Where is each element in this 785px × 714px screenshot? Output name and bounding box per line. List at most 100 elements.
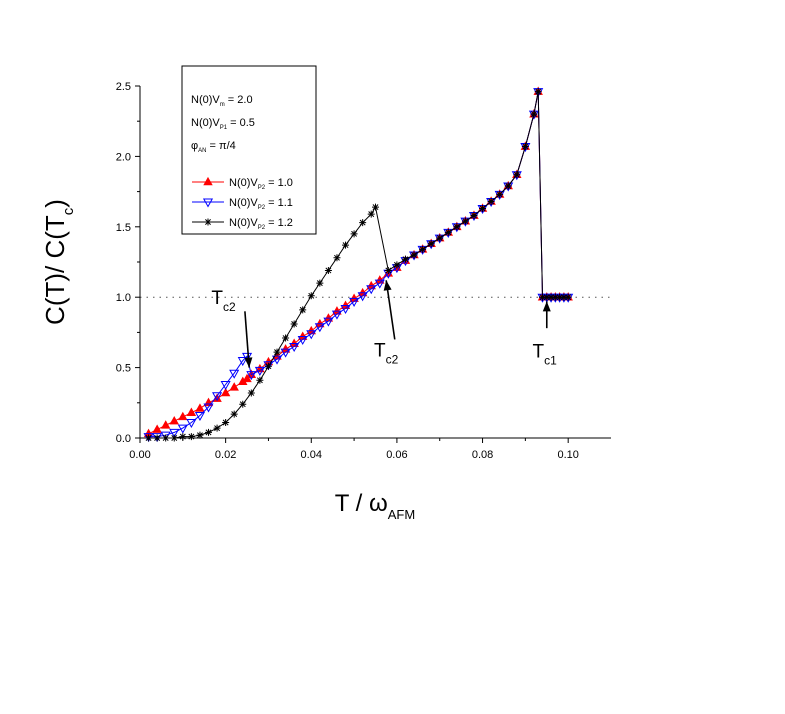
data-point xyxy=(145,434,153,442)
x-tick-label: 0.00 xyxy=(129,449,150,461)
data-point xyxy=(186,407,197,416)
legend-label: N(0)VP2 = 1.1 xyxy=(229,197,293,211)
data-point xyxy=(547,293,555,301)
annotation-1: Tc2 xyxy=(211,288,253,368)
data-point xyxy=(342,241,350,249)
data-point xyxy=(393,261,401,269)
data-point xyxy=(289,342,300,353)
data-point xyxy=(255,363,265,373)
data-point xyxy=(350,230,358,238)
data-point xyxy=(453,223,461,231)
y-tick-label: 1.0 xyxy=(116,292,131,304)
data-point xyxy=(205,428,213,436)
data-point xyxy=(195,403,205,412)
data-point xyxy=(366,285,377,295)
legend-item-1: N(0)VP2 = 1.0 xyxy=(192,176,293,191)
x-tick-label: 0.02 xyxy=(215,449,236,461)
data-point xyxy=(487,197,495,205)
data-point xyxy=(256,376,264,384)
x-tick-label: 0.04 xyxy=(301,449,322,461)
annotation-label: Tc2 xyxy=(374,340,399,366)
y-tick-label: 2.5 xyxy=(116,81,131,93)
data-point xyxy=(436,234,444,242)
data-point xyxy=(162,434,170,442)
data-point xyxy=(220,380,231,391)
series-layer xyxy=(143,86,574,443)
data-point xyxy=(340,304,351,314)
data-point xyxy=(239,400,247,408)
data-point xyxy=(186,419,197,429)
data-point xyxy=(229,382,239,391)
data-point xyxy=(196,431,204,439)
data-point xyxy=(564,293,572,301)
annotation-3: Tc1 xyxy=(532,301,557,368)
data-point xyxy=(306,330,317,340)
data-point xyxy=(324,266,332,274)
data-point xyxy=(153,434,161,442)
annotation-label: Tc1 xyxy=(532,342,557,368)
data-point xyxy=(444,228,452,236)
data-point xyxy=(273,348,281,356)
legend-param: N(0)VP1 = 0.5 xyxy=(191,117,255,131)
y-axis-title: C(T)/ C(Tc) xyxy=(40,199,77,325)
series-3 xyxy=(145,88,572,442)
y-tick-label: 2.0 xyxy=(116,151,131,163)
data-point xyxy=(247,389,255,397)
data-point xyxy=(290,320,298,328)
data-point xyxy=(297,335,308,345)
data-point xyxy=(367,210,375,218)
x-tick-label: 0.06 xyxy=(386,449,407,461)
data-point xyxy=(323,317,334,327)
data-point xyxy=(530,110,538,118)
annotation-label: Tc2 xyxy=(211,288,236,314)
data-point xyxy=(479,204,487,212)
data-point xyxy=(237,357,248,367)
data-point xyxy=(299,306,307,314)
data-point xyxy=(374,279,385,289)
annotation-2: Tc2 xyxy=(374,280,399,366)
legend-item-3: N(0)VP2 = 1.2 xyxy=(192,217,293,231)
data-point xyxy=(169,428,180,438)
data-point xyxy=(213,424,221,432)
arrow-head xyxy=(244,357,253,368)
x-axis-title: T / ωAFM xyxy=(335,490,415,522)
data-point xyxy=(170,434,178,442)
data-point xyxy=(204,218,212,226)
data-point xyxy=(229,369,240,379)
data-point xyxy=(178,411,188,421)
data-point xyxy=(470,212,478,220)
data-point xyxy=(359,219,367,227)
x-tick-label: 0.10 xyxy=(557,449,578,461)
data-point xyxy=(534,88,542,96)
data-point xyxy=(401,255,409,263)
legend-label: N(0)VP2 = 1.0 xyxy=(229,177,293,191)
legend-label: N(0)VP2 = 1.2 xyxy=(229,217,293,231)
data-point xyxy=(179,433,187,441)
annotations: Tc2 Tc2 Tc1 xyxy=(211,280,557,368)
data-point xyxy=(187,433,195,441)
data-point xyxy=(246,371,257,381)
data-point xyxy=(410,251,418,259)
data-point xyxy=(333,254,341,262)
data-point xyxy=(220,387,231,397)
data-point xyxy=(496,190,504,198)
data-point xyxy=(504,182,512,190)
data-point xyxy=(203,403,214,413)
data-point xyxy=(222,419,230,427)
axis-titles: T / ωAFM C(T)/ C(Tc) xyxy=(40,199,415,521)
data-point xyxy=(160,420,171,429)
y-tick-label: 1.5 xyxy=(116,222,131,234)
x-tick-label: 0.08 xyxy=(472,449,493,461)
data-point xyxy=(242,373,252,383)
legend-box xyxy=(181,65,317,235)
data-point xyxy=(551,293,559,301)
data-point xyxy=(143,433,154,443)
data-point xyxy=(538,293,546,301)
data-point xyxy=(280,348,291,358)
data-point xyxy=(314,323,325,333)
y-tick-label: 0.0 xyxy=(116,433,131,445)
data-point xyxy=(316,279,324,287)
data-point xyxy=(427,240,435,248)
